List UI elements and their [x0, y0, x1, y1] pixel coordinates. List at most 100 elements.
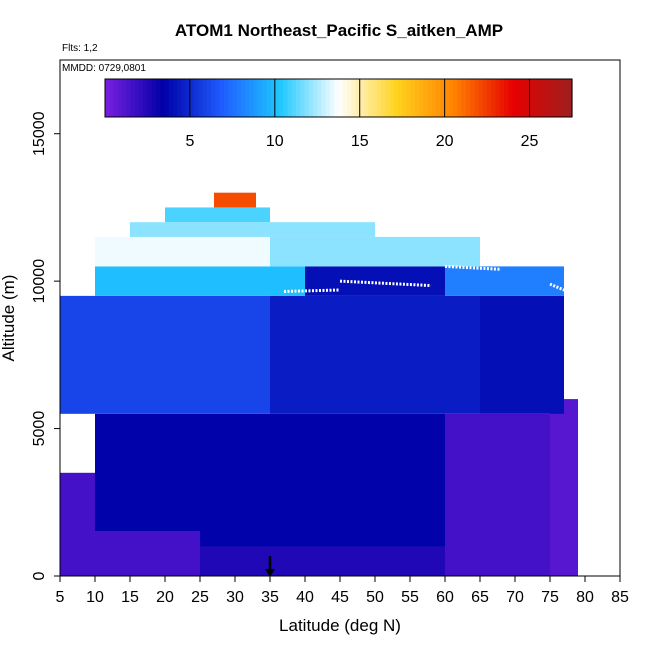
colorbar-segment-103 — [542, 79, 548, 117]
colorbar-segment-91 — [491, 79, 497, 117]
x-tick-label-5: 5 — [56, 589, 65, 606]
colorbar-segment-42 — [283, 79, 289, 117]
colorbar-segment-67 — [389, 79, 395, 117]
heatmap-cell-9 — [480, 295, 564, 414]
colorbar-segment-1 — [109, 79, 115, 117]
y-tick-label-5000: 5000 — [31, 411, 48, 447]
colorbar-tick-label-5: 5 — [185, 133, 194, 150]
colorbar-segment-61 — [363, 79, 369, 117]
colorbar-segment-3 — [117, 79, 123, 117]
colorbar-segment-76 — [427, 79, 433, 117]
colorbar-segment-46 — [300, 79, 306, 117]
colorbar-segment-62 — [368, 79, 374, 117]
colorbar-segment-10 — [147, 79, 153, 117]
colorbar-segment-58 — [351, 79, 357, 117]
flight-track-3 — [549, 282, 572, 295]
colorbar-segment-90 — [487, 79, 492, 117]
heatmap-cell-17 — [214, 192, 256, 208]
colorbar-segment-49 — [313, 79, 318, 117]
flights-annotation: Flts: 1,2 — [62, 43, 98, 54]
colorbar-segment-22 — [198, 79, 204, 117]
y-tick-label-15000: 15000 — [31, 111, 48, 156]
colorbar-segment-41 — [279, 79, 284, 117]
colorbar-segment-33 — [245, 79, 250, 117]
colorbar-segment-96 — [512, 79, 518, 117]
colorbar-segment-70 — [402, 79, 408, 117]
colorbar-segment-75 — [423, 79, 429, 117]
colorbar-segment-51 — [321, 79, 327, 117]
heatmap-cell-15 — [130, 222, 375, 237]
colorbar-segment-31 — [236, 79, 242, 117]
x-tick-label-80: 80 — [576, 589, 594, 606]
colorbar-segment-4 — [121, 79, 127, 117]
colorbar-segment-59 — [355, 79, 361, 117]
colorbar-segment-102 — [538, 79, 543, 117]
colorbar-segment-12 — [155, 79, 161, 117]
colorbar-segment-97 — [516, 79, 522, 117]
colorbar-segment-54 — [334, 79, 340, 117]
heatmap-cell-1 — [95, 531, 200, 576]
x-tick-label-30: 30 — [226, 589, 244, 606]
heatmap-cell-0 — [60, 472, 95, 576]
colorbar-segment-48 — [308, 79, 314, 117]
x-tick-label-45: 45 — [331, 589, 349, 606]
x-tick-label-60: 60 — [436, 589, 454, 606]
colorbar-segment-101 — [533, 79, 539, 117]
colorbar-segment-98 — [521, 79, 526, 117]
colorbar-tick-label-25: 25 — [521, 133, 539, 150]
heatmap-cell-13 — [95, 236, 270, 267]
colorbar-segment-53 — [330, 79, 335, 117]
dates-annotation: MMDD: 0729,0801 — [62, 63, 146, 74]
y-tick-label-10000: 10000 — [31, 259, 48, 304]
colorbar-segment-55 — [338, 79, 344, 117]
colorbar-segment-27 — [219, 79, 225, 117]
colorbar-segment-30 — [232, 79, 238, 117]
x-tick-label-15: 15 — [121, 589, 139, 606]
colorbar-segment-78 — [436, 79, 441, 117]
heatmap-cell-4 — [550, 399, 578, 576]
colorbar-segment-16 — [172, 79, 178, 117]
colorbar-tick-label-20: 20 — [436, 133, 454, 150]
colorbar-segment-56 — [342, 79, 348, 117]
flight-track-0 — [339, 279, 432, 288]
colorbar-segment-14 — [164, 79, 170, 117]
colorbar-segment-50 — [317, 79, 323, 117]
marker-arrow-head — [265, 569, 275, 577]
heatmap-cell-5 — [95, 413, 200, 532]
colorbar-segment-84 — [461, 79, 467, 117]
colorbar-segment-68 — [393, 79, 399, 117]
x-tick-label-35: 35 — [261, 589, 279, 606]
colorbar-segment-7 — [134, 79, 140, 117]
colorbar: 5 10 15 20 25 — [104, 78, 573, 150]
colorbar-segment-15 — [168, 79, 174, 117]
colorbar-segment-99 — [525, 79, 531, 117]
colorbar-segment-64 — [376, 79, 382, 117]
colorbar-segment-74 — [419, 79, 425, 117]
colorbar-segment-24 — [206, 79, 212, 117]
x-tick-label-85: 85 — [611, 589, 629, 606]
flight-tracks — [283, 264, 572, 295]
colorbar-segment-69 — [397, 79, 403, 117]
colorbar-segment-32 — [240, 79, 246, 117]
colorbar-segment-93 — [499, 79, 505, 117]
y-axis-label: Altitude (m) — [0, 275, 18, 362]
colorbar-segment-45 — [296, 79, 301, 117]
x-tick-label-50: 50 — [366, 589, 384, 606]
colorbar-segment-77 — [431, 79, 437, 117]
colorbar-segment-73 — [414, 79, 420, 117]
colorbar-segment-65 — [380, 79, 386, 117]
colorbar-segment-52 — [325, 79, 331, 117]
colorbar-segment-82 — [453, 79, 458, 117]
colorbar-segment-28 — [223, 79, 229, 117]
colorbar-segment-80 — [444, 79, 450, 117]
x-tick-label-40: 40 — [296, 589, 314, 606]
colorbar-segment-25 — [211, 79, 216, 117]
colorbar-tick-label-10: 10 — [266, 133, 284, 150]
colorbar-segment-5 — [126, 79, 132, 117]
heatmap-cell-7 — [60, 295, 270, 414]
colorbar-segment-107 — [559, 79, 565, 117]
colorbar-frame — [104, 78, 573, 118]
flight-track-1 — [283, 288, 341, 293]
colorbar-segment-57 — [346, 79, 352, 117]
heatmap-cell-12 — [445, 266, 564, 296]
